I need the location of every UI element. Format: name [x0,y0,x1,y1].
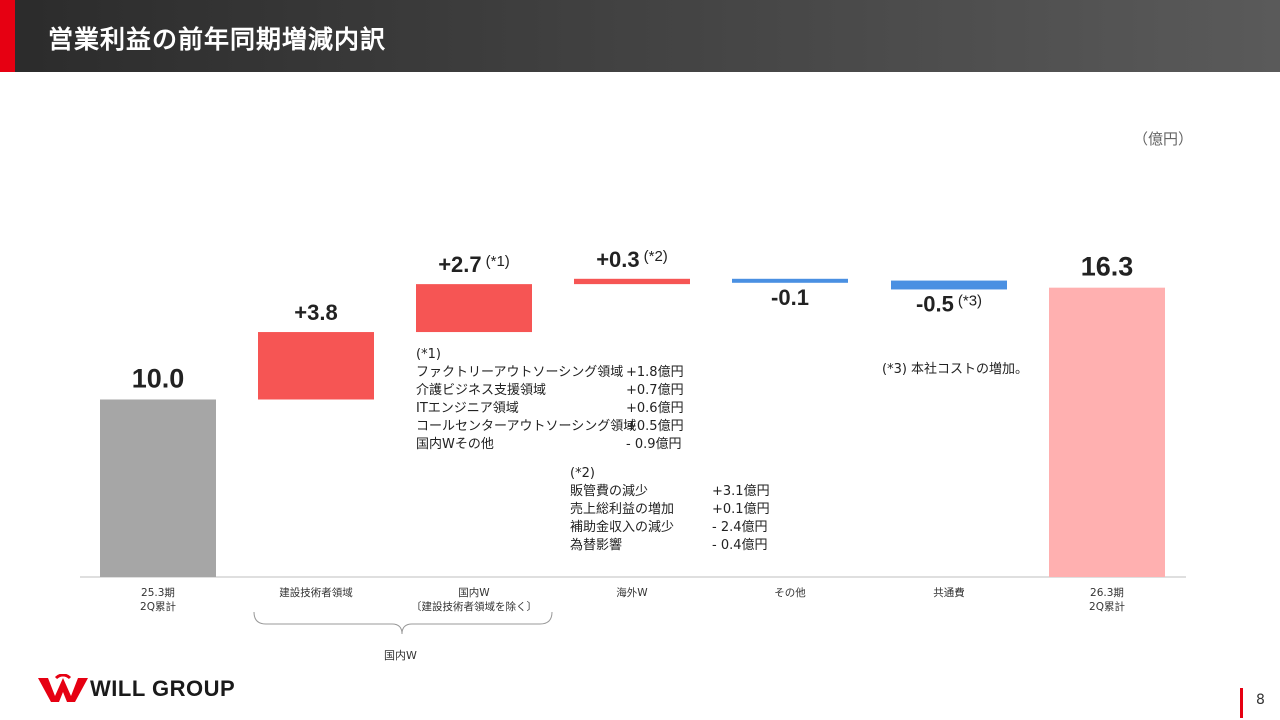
note-3: (*3) 本社コストの増加。 [882,362,1029,377]
header-bar: 営業利益の前年同期増減内訳 [0,0,1280,72]
note-2-row: 売上総利益の増加 +0.1億円 [570,501,770,519]
note-1-row: コールセンターアウトソーシング領域 +0.5億円 [416,418,684,436]
note-1-title: (*1) [416,347,441,362]
header-accent [0,0,15,72]
note-1-row: 国内Wその他 - 0.9億円 [416,436,682,454]
note-2-value: - 2.4億円 [712,520,768,535]
bar-1 [258,332,374,400]
category-label-4: その他 [774,586,806,599]
note-1-row: ファクトリーアウトソーシング領域 +1.8億円 [416,364,684,382]
value-label-sup-2: (*1) [486,253,510,270]
note-2-label: 為替影響 [570,538,623,553]
category-label-6-line1: 2Q累計 [1089,600,1125,613]
note-1-row: 介護ビジネス支援領域 +0.7億円 [416,382,684,400]
note-1-value: - 0.9億円 [626,437,682,452]
category-label-2: 国内W [458,586,490,599]
note-2-row: 販管費の減少 +3.1億円 [570,483,770,501]
value-label-5: -0.5 (*3) [916,291,982,316]
note-2-value: +0.1億円 [712,502,770,517]
page-title: 営業利益の前年同期増減内訳 [48,25,387,54]
value-label-4: -0.1 [771,285,809,310]
category-label-0-line1: 2Q累計 [140,600,176,613]
value-label-sup-3: (*2) [644,248,668,265]
bar-6 [1049,287,1165,577]
note-1-value: +0.5億円 [626,419,684,434]
value-label-0: 10.0 [132,364,185,394]
value-label-2: +2.7 (*1) [438,252,510,277]
logo-text: WILL GROUP [90,676,236,701]
value-label-sup-5: (*3) [958,292,982,309]
note-1-label: コールセンターアウトソーシング領域 [416,419,637,434]
note-2-value: +3.1億円 [712,484,770,499]
value-label-6: 16.3 [1081,252,1134,282]
note-2-title: (*2) [570,466,595,481]
note-2-label: 補助金収入の減少 [570,520,675,535]
note-1-value: +0.7億円 [626,383,684,398]
category-label-6: 26.3期 [1090,587,1124,599]
category-label-2-line1: 〔建設技術者領域を除く〕 [411,600,537,613]
note-1-label: 国内Wその他 [416,437,494,452]
bar-4 [732,278,848,283]
category-label-5: 共通費 [933,586,965,599]
note-1-label: ITエンジニア領域 [416,401,519,416]
bar-3 [574,278,690,285]
category-label-3: 海外W [616,586,648,599]
group-brace [253,611,553,635]
value-label-1: +3.8 [294,300,337,325]
note-2-row: 為替影響 - 0.4億円 [570,537,768,555]
note-1-row: ITエンジニア領域 +0.6億円 [416,400,684,418]
note-2-value: - 0.4億円 [712,538,768,553]
unit-label: （億円） [1133,130,1194,148]
bar-0 [100,399,216,577]
bar-2 [416,284,532,333]
group-label: 国内W [384,649,417,662]
note-2-label: 売上総利益の増加 [570,502,675,517]
note-1: (*1) ファクトリーアウトソーシング領域 +1.8億円 介護ビジネス支援領域 +0.… [416,346,684,454]
bar-5 [891,280,1007,290]
note-1-label: 介護ビジネス支援領域 [416,383,547,398]
category-label-1: 建設技術者領域 [279,586,353,599]
value-label-3: +0.3 (*2) [596,247,668,272]
note-2-label: 販管費の減少 [570,484,649,499]
will-group-logo-icon [38,674,88,702]
page-number: 8 [1256,692,1265,708]
note-1-value: +0.6億円 [626,401,684,416]
note-2-row: 補助金収入の減少 - 2.4億円 [570,519,768,537]
note-1-value: +1.8億円 [626,365,684,380]
page-number-accent [1240,688,1243,718]
note-2: (*2) 販管費の減少 +3.1億円売上総利益の増加 +0.1億円補助金収入の減少 -… [570,465,770,555]
category-label-0: 25.3期 [141,587,175,599]
note-1-label: ファクトリーアウトソーシング領域 [416,365,624,380]
